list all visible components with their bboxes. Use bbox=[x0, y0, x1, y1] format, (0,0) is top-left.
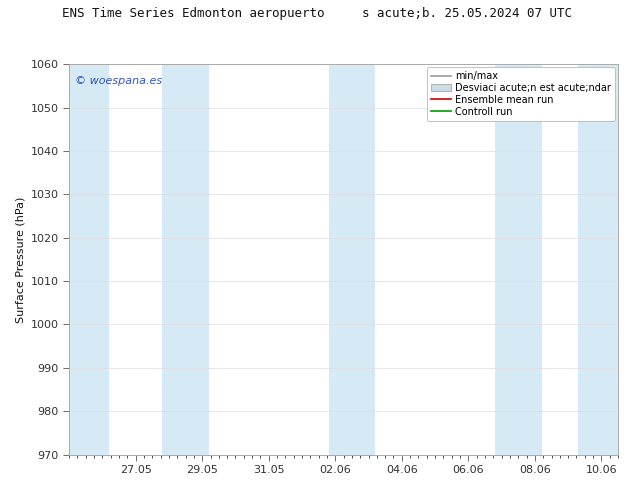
Bar bbox=[578, 64, 618, 455]
Bar bbox=[69, 64, 109, 455]
Legend: min/max, Desviaci acute;n est acute;ndar, Ensemble mean run, Controll run: min/max, Desviaci acute;n est acute;ndar… bbox=[427, 67, 615, 121]
Text: © woespana.es: © woespana.es bbox=[75, 76, 162, 86]
Bar bbox=[328, 64, 375, 455]
Text: ENS Time Series Edmonton aeropuerto     s acute;b. 25.05.2024 07 UTC: ENS Time Series Edmonton aeropuerto s ac… bbox=[62, 7, 572, 21]
Bar bbox=[162, 64, 209, 455]
Y-axis label: Surface Pressure (hPa): Surface Pressure (hPa) bbox=[15, 196, 25, 322]
Bar bbox=[495, 64, 541, 455]
